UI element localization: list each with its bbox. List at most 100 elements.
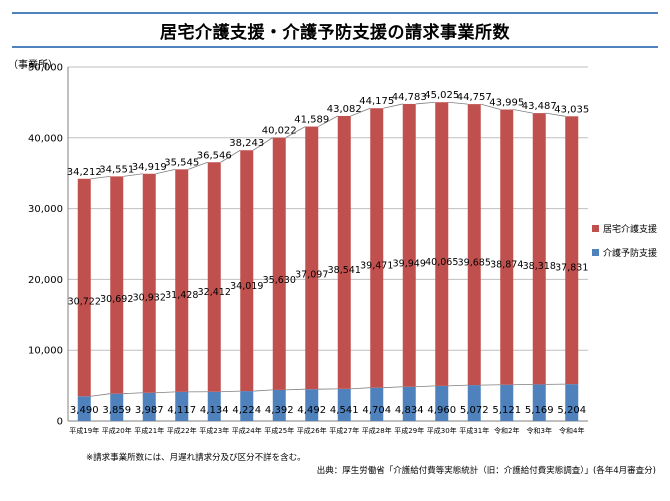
data-label-yobo: 4,704 bbox=[362, 405, 391, 416]
data-label-yobo: 3,859 bbox=[102, 405, 131, 416]
bar-kyotaku bbox=[305, 126, 319, 390]
bar-kyotaku bbox=[532, 113, 546, 385]
data-label-kyotaku: 37,831 bbox=[555, 262, 588, 273]
x-tick-label: 平成21年 bbox=[134, 426, 164, 435]
source-note: 出典：厚生労働省「介護給付費等実態統計（旧：介護給付費実態調査）」(各年4月審査… bbox=[316, 466, 656, 476]
data-label-total: 34,919 bbox=[132, 162, 167, 173]
legend-item-kyotaku: 居宅介護支援 bbox=[592, 219, 657, 237]
data-label-total: 36,546 bbox=[197, 150, 232, 161]
x-tick-label: 平成24年 bbox=[232, 426, 262, 435]
series-connector-line bbox=[350, 387, 371, 390]
data-label-kyotaku: 38,541 bbox=[328, 265, 361, 276]
data-label-kyotaku: 39,471 bbox=[360, 261, 393, 272]
bar-yobo bbox=[402, 386, 416, 421]
data-label-yobo: 4,117 bbox=[167, 405, 196, 416]
bar-yobo bbox=[565, 384, 579, 421]
bar-kyotaku bbox=[207, 162, 221, 392]
series-connector-line bbox=[123, 392, 143, 395]
x-tick-label: 令和4年 bbox=[559, 426, 584, 435]
data-label-yobo: 5,204 bbox=[557, 405, 586, 416]
x-tick-label: 平成31年 bbox=[459, 426, 489, 435]
total-connector-line bbox=[123, 173, 143, 177]
total-connector-line bbox=[188, 161, 208, 170]
bar-yobo bbox=[500, 384, 514, 421]
data-label-kyotaku: 30,722 bbox=[68, 297, 101, 308]
data-label-total: 41,589 bbox=[294, 115, 329, 126]
x-tick-label: 平成20年 bbox=[102, 426, 132, 435]
bar-yobo bbox=[240, 391, 254, 421]
data-label-yobo: 5,121 bbox=[492, 405, 521, 416]
series-connector-line bbox=[220, 390, 241, 393]
data-label-kyotaku: 37,097 bbox=[295, 270, 328, 281]
series-connector-line bbox=[285, 388, 306, 391]
y-tick-label: 30,000 bbox=[28, 204, 63, 215]
bar-yobo bbox=[77, 396, 91, 421]
data-label-total: 43,082 bbox=[327, 104, 362, 115]
bar-yobo bbox=[207, 391, 221, 421]
legend-swatch-red bbox=[592, 224, 599, 232]
y-axis-unit: （事業所） bbox=[8, 60, 58, 71]
bar-kyotaku bbox=[272, 137, 286, 390]
data-label-total: 38,243 bbox=[229, 138, 264, 149]
bar-yobo bbox=[435, 385, 449, 421]
bar-yobo bbox=[305, 389, 319, 421]
data-label-yobo: 5,072 bbox=[460, 405, 489, 416]
total-connector-line bbox=[253, 137, 273, 151]
data-label-total: 34,212 bbox=[67, 167, 102, 178]
series-connector-line bbox=[90, 393, 111, 397]
data-label-yobo: 4,134 bbox=[200, 405, 229, 416]
data-label-total: 43,995 bbox=[489, 98, 524, 109]
total-connector-line bbox=[285, 126, 306, 138]
bar-yobo bbox=[370, 387, 384, 421]
data-label-kyotaku: 39,685 bbox=[458, 257, 491, 268]
series-connector-line bbox=[415, 385, 436, 388]
y-tick-label: 0 bbox=[57, 417, 63, 428]
total-connector-line bbox=[415, 101, 436, 105]
y-tick-label: 50,000 bbox=[28, 63, 63, 74]
y-tick-label: 20,000 bbox=[28, 275, 63, 286]
x-tick-label: 平成30年 bbox=[427, 426, 457, 435]
data-label-total: 44,783 bbox=[392, 92, 427, 103]
total-connector-line bbox=[513, 109, 533, 114]
data-label-total: 45,025 bbox=[424, 90, 459, 101]
bar-kyotaku bbox=[435, 102, 449, 386]
x-tick-label: 令和3年 bbox=[527, 426, 552, 435]
total-connector-line bbox=[545, 112, 566, 117]
chart-title: 居宅介護支援・介護予防支援の請求事業所数 bbox=[160, 23, 510, 43]
total-connector-line bbox=[480, 103, 501, 110]
chart-legend: 居宅介護支援 介護予防支援 bbox=[592, 219, 657, 267]
data-label-total: 43,035 bbox=[554, 104, 589, 115]
title-top-rule bbox=[12, 12, 658, 14]
data-label-total: 35,545 bbox=[164, 157, 199, 168]
bar-yobo bbox=[175, 391, 189, 421]
bar-kyotaku bbox=[110, 176, 124, 394]
bar-kyotaku bbox=[240, 150, 254, 392]
bar-yobo bbox=[142, 392, 156, 421]
footnote: ※請求事業所数には、月遅れ請求分及び区分不詳を含む。 bbox=[86, 453, 306, 463]
x-tick-label: 平成23年 bbox=[199, 426, 229, 435]
data-label-yobo: 4,224 bbox=[232, 405, 261, 416]
data-label-total: 44,175 bbox=[359, 96, 394, 107]
bar-yobo bbox=[337, 388, 351, 421]
legend-swatch-blue bbox=[592, 248, 599, 256]
total-connector-line bbox=[220, 149, 241, 163]
x-tick-label: 平成29年 bbox=[394, 426, 424, 435]
data-label-kyotaku: 38,318 bbox=[523, 261, 556, 272]
data-label-yobo: 4,392 bbox=[265, 405, 294, 416]
data-label-yobo: 3,490 bbox=[70, 405, 99, 416]
bar-kyotaku bbox=[77, 178, 91, 397]
bar-kyotaku bbox=[337, 115, 351, 389]
bar-yobo bbox=[272, 389, 286, 421]
bar-kyotaku bbox=[175, 169, 189, 392]
x-tick-label: 平成26年 bbox=[297, 426, 327, 435]
total-connector-line bbox=[155, 168, 176, 175]
bar-kyotaku bbox=[467, 104, 481, 386]
legend-label-kyotaku: 居宅介護支援 bbox=[603, 224, 658, 235]
title-bottom-rule bbox=[12, 46, 658, 48]
series-connector-line bbox=[253, 389, 273, 392]
series-connector-line bbox=[448, 384, 468, 387]
data-label-kyotaku: 38,874 bbox=[490, 260, 523, 271]
data-label-yobo: 4,834 bbox=[395, 405, 424, 416]
legend-label-yobo: 介護予防支援 bbox=[603, 248, 658, 259]
